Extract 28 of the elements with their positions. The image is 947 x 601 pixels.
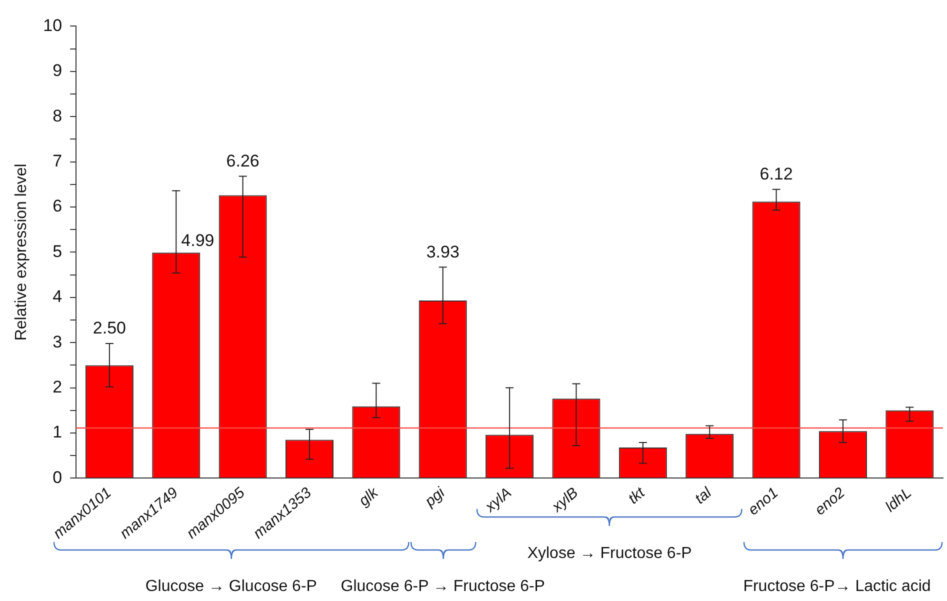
y-tick-label: 5	[52, 242, 62, 261]
y-tick-label: 1	[52, 422, 62, 442]
y-tick-label: 0	[52, 468, 62, 487]
data-label: 2.50	[92, 318, 126, 338]
y-tick-label: 6	[52, 196, 62, 216]
y-axis-title: Relative expression level	[13, 164, 30, 341]
x-tick-label: xylA	[481, 484, 515, 516]
data-label: 6.12	[760, 164, 793, 184]
data-label: 4.99	[181, 230, 214, 250]
x-tick-label: pgi	[421, 484, 449, 511]
y-tick-label: 4	[52, 287, 62, 306]
x-tick-label: xylB	[548, 484, 582, 516]
text: Glucose 6-P → Fructose 6-P	[340, 578, 545, 596]
y-tick-label: 3	[52, 332, 62, 352]
data-label: 6.26	[226, 151, 260, 170]
x-tick-label: tkt	[625, 484, 649, 508]
y-tick-label: 8	[52, 106, 62, 126]
text: Fructose 6-P→ Lactic acid	[743, 578, 931, 596]
data-label: 3.93	[426, 242, 460, 262]
text: Glucose → Glucose 6-P	[145, 578, 317, 596]
text: Xylose → Fructose 6-P	[527, 545, 692, 563]
y-tick-label: 9	[52, 61, 62, 80]
y-tick-label: 10	[43, 16, 62, 35]
y-tick-label: 2	[52, 377, 62, 396]
x-tick-label: tal	[692, 484, 716, 508]
x-tick-label: ldhL	[882, 484, 915, 516]
x-tick-label: glk	[356, 483, 383, 510]
y-tick-label: 7	[52, 151, 62, 170]
